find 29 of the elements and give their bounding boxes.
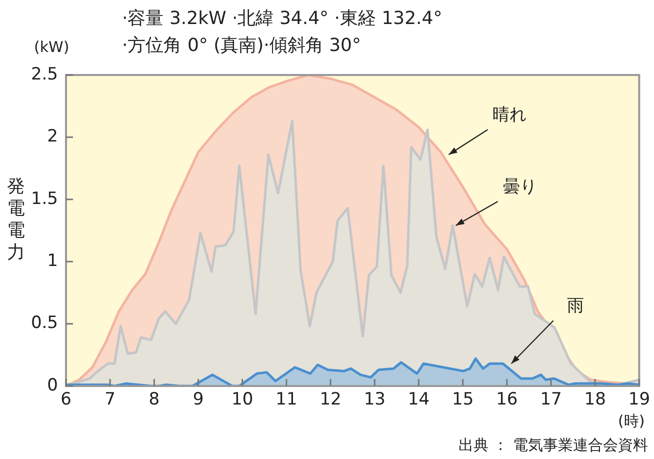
chart-subtitle: ·方位角 0° (真南)·傾斜角 30° (122, 34, 362, 57)
x-tick-label: 11 (276, 390, 298, 410)
y-axis-title: 発電電力 (7, 176, 26, 264)
source-note: 出典 ： 電気事業連合会資料 (458, 436, 648, 455)
y-tick-label: 1 (47, 251, 58, 272)
x-tick-label: 16 (496, 390, 518, 410)
y-tick-label: 2 (47, 126, 58, 147)
x-tick-label: 6 (60, 390, 72, 410)
x-tick-label: 18 (584, 390, 606, 410)
y-tick-label: 2.5 (30, 64, 58, 84)
annotation: 曇り (502, 176, 537, 197)
x-tick-label: 7 (104, 390, 116, 410)
x-tick-label: 12 (320, 390, 342, 410)
x-tick-label: 17 (540, 390, 562, 410)
x-axis-title: (時) (618, 412, 645, 431)
y-tick-label: 1.5 (30, 188, 58, 209)
x-tick-label: 13 (364, 390, 386, 410)
text: (kW) (34, 38, 70, 56)
y-tick-label: 0.5 (30, 313, 58, 334)
annotation: 晴れ (492, 105, 527, 126)
x-tick-label: 10 (232, 390, 254, 410)
x-tick-label: 15 (452, 390, 474, 410)
x-tick-label: 14 (408, 390, 430, 410)
annotation: 雨 (566, 296, 584, 316)
x-tick-label: 19 (628, 390, 650, 410)
x-tick-label: 8 (148, 390, 160, 410)
chart-title: ·容量 3.2kW ·北緯 34.4° ·東経 132.4° (122, 7, 442, 30)
x-tick-label: 9 (192, 390, 204, 410)
y-tick-label: 0 (47, 375, 58, 396)
